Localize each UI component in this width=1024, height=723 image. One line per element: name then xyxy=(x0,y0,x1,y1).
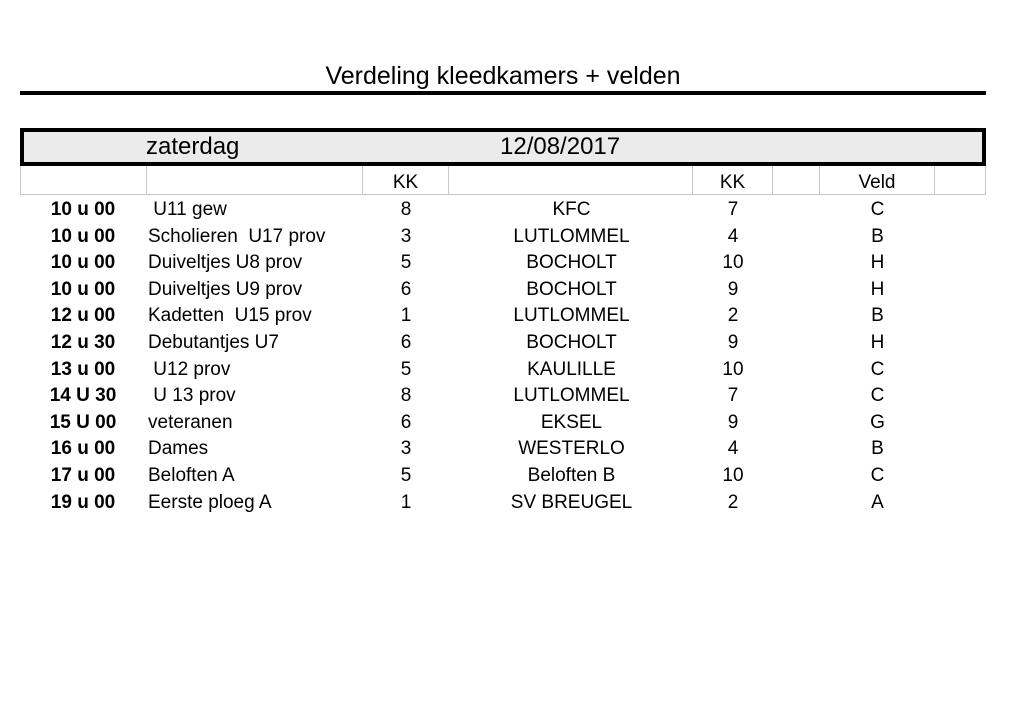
kk-home-cell: 5 xyxy=(400,464,412,486)
table-row: 10 u 00 U11 gew 8 KFC 7 C xyxy=(20,196,986,223)
veld-cell: B xyxy=(871,225,884,247)
kk-home-cell: 6 xyxy=(400,411,412,433)
day-date: 12/08/2017 xyxy=(500,133,621,160)
opponent-cell: KAULILLE xyxy=(527,358,616,380)
header-time-cell xyxy=(20,166,147,195)
veld-cell: B xyxy=(871,305,884,327)
kk-home-cell: 1 xyxy=(400,491,412,513)
table-row: 19 u 00 Eerste ploeg A 1 SV BREUGEL 2 A xyxy=(20,489,986,516)
veld-cell: G xyxy=(870,411,885,433)
veld-cell: A xyxy=(871,491,884,513)
kk-home-cell: 5 xyxy=(400,252,412,274)
veld-cell: B xyxy=(871,438,884,460)
team-cell: Debutantjes U7 xyxy=(148,331,279,353)
table-row: 12 u 00 Kadetten U15 prov 1 LUTLOMMEL 2 … xyxy=(20,302,986,329)
kk-away-cell: 4 xyxy=(727,225,739,247)
time-cell: 16 u 00 xyxy=(50,438,116,460)
kk-away-cell: 9 xyxy=(727,278,739,300)
kk-home-cell: 3 xyxy=(400,225,412,247)
table-row: 10 u 00 Scholieren U17 prov 3 LUTLOMMEL … xyxy=(20,223,986,250)
table-row: 17 u 00 Beloften A 5 Beloften B 10 C xyxy=(20,462,986,489)
kk-home-cell: 8 xyxy=(400,199,412,220)
opponent-cell: LUTLOMMEL xyxy=(513,385,630,407)
time-cell: 15 U 00 xyxy=(49,411,117,433)
table-row: 13 u 00 U12 prov 5 KAULILLE 10 C xyxy=(20,356,986,383)
kk-away-cell: 9 xyxy=(727,331,739,353)
time-cell: 12 u 00 xyxy=(50,305,116,327)
schedule-table: 10 u 00 U11 gew 8 KFC 7 C 10 u 00 Scholi… xyxy=(20,196,986,515)
team-cell: Duiveltjes U8 prov xyxy=(148,252,303,274)
opponent-cell: LUTLOMMEL xyxy=(513,305,630,327)
team-cell: U12 prov xyxy=(148,358,231,380)
veld-cell: C xyxy=(870,358,885,380)
veld-cell: H xyxy=(870,278,885,300)
kk-home-cell: 5 xyxy=(400,358,412,380)
time-cell: 10 u 00 xyxy=(50,199,116,220)
team-cell: U11 gew xyxy=(148,199,227,220)
title-underline xyxy=(20,91,986,95)
kk-away-cell: 4 xyxy=(727,438,739,460)
time-cell: 12 u 30 xyxy=(50,331,116,353)
table-row: 10 u 00 Duiveltjes U8 prov 5 BOCHOLT 10 … xyxy=(20,249,986,276)
team-cell: Kadetten U15 prov xyxy=(148,305,312,327)
header-team-cell xyxy=(147,166,363,195)
time-cell: 13 u 00 xyxy=(50,358,116,380)
opponent-cell: BOCHOLT xyxy=(526,331,617,353)
kk-away-cell: 10 xyxy=(722,358,744,380)
kk-home-cell: 6 xyxy=(400,278,412,300)
team-cell: Duiveltjes U9 prov xyxy=(148,278,303,300)
veld-cell: C xyxy=(870,464,885,486)
header-end-cell xyxy=(935,166,986,195)
veld-cell: C xyxy=(870,199,885,220)
kk-home-cell: 6 xyxy=(400,331,412,353)
team-cell: Beloften A xyxy=(148,464,235,486)
opponent-cell: EKSEL xyxy=(540,411,603,433)
time-cell: 17 u 00 xyxy=(50,464,116,486)
table-row: 16 u 00 Dames 3 WESTERLO 4 B xyxy=(20,435,986,462)
day-name: zaterdag xyxy=(146,133,240,160)
table-row: 15 U 00 veteranen 6 EKSEL 9 G xyxy=(20,409,986,436)
kk-away-cell: 10 xyxy=(722,464,744,486)
opponent-cell: LUTLOMMEL xyxy=(513,225,630,247)
opponent-cell: SV BREUGEL xyxy=(510,491,633,513)
time-cell: 10 u 00 xyxy=(50,278,116,300)
team-cell: veteranen xyxy=(148,411,233,433)
kk-away-cell: 2 xyxy=(727,305,739,327)
day-header-box: zaterdag 12/08/2017 xyxy=(20,128,986,166)
kk-away-cell: 9 xyxy=(727,411,739,433)
opponent-cell: BOCHOLT xyxy=(526,252,617,274)
table-row: 10 u 00 Duiveltjes U9 prov 6 BOCHOLT 9 H xyxy=(20,276,986,303)
kk-away-cell: 7 xyxy=(727,199,739,220)
header-kk-away: KK xyxy=(693,166,773,195)
column-header-row: KK KK Veld xyxy=(20,166,986,195)
kk-away-cell: 7 xyxy=(727,385,739,407)
time-cell: 19 u 00 xyxy=(50,491,116,513)
time-cell: 10 u 00 xyxy=(50,252,116,274)
table-row: 14 U 30 U 13 prov 8 LUTLOMMEL 7 C xyxy=(20,382,986,409)
team-cell: U 13 prov xyxy=(148,385,236,407)
kk-home-cell: 1 xyxy=(400,305,412,327)
veld-cell: C xyxy=(870,385,885,407)
veld-cell: H xyxy=(870,252,885,274)
header-spacer-cell xyxy=(773,166,820,195)
opponent-cell: WESTERLO xyxy=(518,438,625,460)
page-title: Verdeling kleedkamers + velden xyxy=(325,62,681,90)
kk-away-cell: 10 xyxy=(722,252,744,274)
header-kk-home: KK xyxy=(363,166,449,195)
kk-away-cell: 2 xyxy=(727,491,739,513)
time-cell: 10 u 00 xyxy=(50,225,116,247)
opponent-cell: KFC xyxy=(552,199,591,220)
time-cell: 14 U 30 xyxy=(49,385,117,407)
veld-cell: H xyxy=(870,331,885,353)
team-cell: Scholieren U17 prov xyxy=(148,225,326,247)
header-veld: Veld xyxy=(820,166,935,195)
header-opponent-cell xyxy=(449,166,693,195)
kk-home-cell: 3 xyxy=(400,438,412,460)
table-row: 12 u 30 Debutantjes U7 6 BOCHOLT 9 H xyxy=(20,329,986,356)
team-cell: Dames xyxy=(148,438,209,460)
opponent-cell: Beloften B xyxy=(527,464,616,486)
kk-home-cell: 8 xyxy=(400,385,412,407)
team-cell: Eerste ploeg A xyxy=(148,491,272,513)
opponent-cell: BOCHOLT xyxy=(526,278,617,300)
